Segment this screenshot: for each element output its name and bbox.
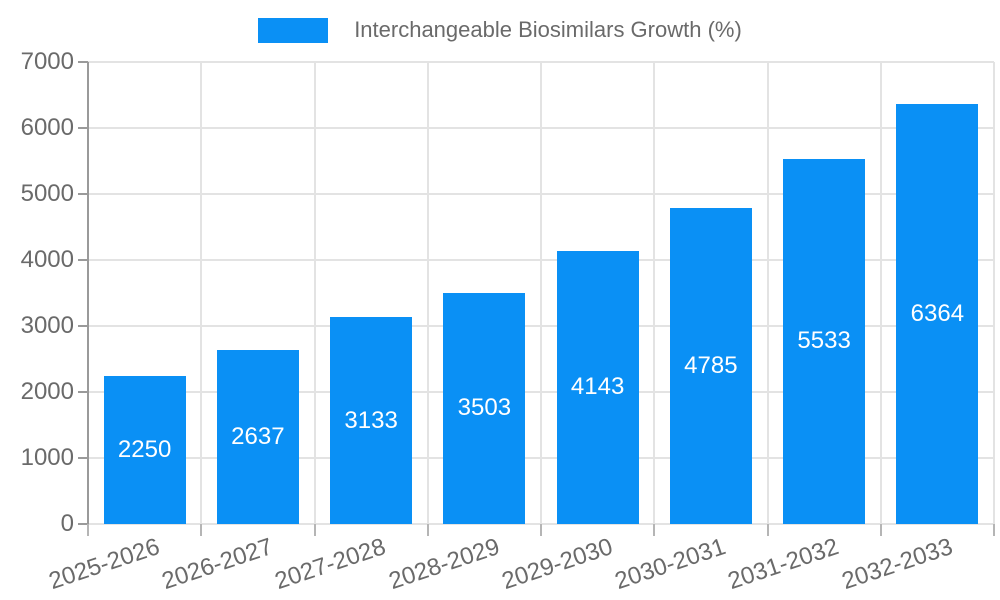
bar-value-label: 3133 bbox=[344, 406, 398, 434]
bar bbox=[330, 317, 413, 524]
gridline-vertical bbox=[653, 62, 656, 524]
bar-value-label: 2250 bbox=[117, 435, 172, 463]
bar bbox=[783, 158, 866, 524]
bar bbox=[103, 375, 186, 524]
bar bbox=[896, 103, 979, 524]
y-axis-tick bbox=[78, 523, 88, 525]
x-axis-tick bbox=[879, 524, 882, 536]
y-axis-tick bbox=[78, 61, 88, 63]
x-tick-label: 2028-2029 bbox=[385, 533, 503, 596]
bar bbox=[216, 349, 299, 524]
y-tick-label: 7000 bbox=[20, 48, 74, 75]
gridline-vertical bbox=[313, 62, 316, 524]
gridline-vertical bbox=[540, 62, 542, 524]
x-tick-label: 2027-2028 bbox=[271, 533, 390, 596]
y-tick-label: 2000 bbox=[20, 378, 74, 405]
gridline-vertical bbox=[879, 62, 882, 524]
bar-value-label: 5533 bbox=[797, 327, 851, 355]
x-axis-tick bbox=[426, 524, 429, 536]
x-axis-tick bbox=[200, 524, 203, 536]
bar bbox=[443, 292, 526, 524]
y-axis-tick bbox=[78, 391, 88, 393]
x-tick-label: 2025-2026 bbox=[45, 533, 163, 596]
x-axis-tick bbox=[313, 524, 316, 536]
y-axis-tick bbox=[78, 127, 88, 129]
bar bbox=[556, 250, 639, 524]
x-tick-label: 2030-2031 bbox=[611, 533, 730, 596]
legend-label: Interchangeable Biosimilars Growth (%) bbox=[354, 17, 742, 42]
x-axis-tick bbox=[540, 524, 542, 536]
x-axis-tick bbox=[766, 524, 769, 536]
x-tick-label: 2031-2032 bbox=[724, 533, 843, 596]
x-tick-label: 2026-2027 bbox=[158, 533, 277, 596]
x-axis-tick bbox=[653, 524, 656, 536]
gridline-vertical bbox=[200, 62, 203, 524]
x-axis-tick bbox=[87, 524, 89, 536]
x-tick-label: 2032-2033 bbox=[838, 533, 956, 596]
y-axis-tick bbox=[78, 259, 88, 261]
x-axis-tick bbox=[993, 524, 995, 536]
y-tick-label: 3000 bbox=[20, 312, 74, 339]
bar-value-label: 6364 bbox=[910, 299, 965, 327]
y-tick-label: 1000 bbox=[20, 444, 74, 471]
y-tick-label: 5000 bbox=[20, 180, 74, 207]
y-tick-label: 0 bbox=[60, 510, 74, 537]
y-axis-tick bbox=[78, 325, 88, 327]
gridline-vertical bbox=[993, 62, 995, 524]
bar bbox=[669, 208, 752, 524]
y-axis-line bbox=[87, 62, 89, 524]
legend-swatch bbox=[258, 17, 329, 43]
bar-value-label: 2637 bbox=[231, 422, 285, 450]
bar-value-label: 3503 bbox=[457, 394, 512, 422]
gridline-vertical bbox=[426, 62, 429, 524]
legend[interactable]: Interchangeable Biosimilars Growth (%) bbox=[0, 14, 1000, 46]
y-axis-tick bbox=[78, 193, 88, 195]
y-tick-label: 4000 bbox=[20, 246, 74, 273]
y-axis-tick bbox=[78, 457, 88, 459]
bar-value-label: 4143 bbox=[570, 373, 625, 401]
x-tick-label: 2029-2030 bbox=[498, 533, 616, 596]
bar-value-label: 4785 bbox=[684, 352, 738, 380]
gridline-vertical bbox=[766, 62, 769, 524]
y-tick-label: 6000 bbox=[20, 114, 74, 141]
